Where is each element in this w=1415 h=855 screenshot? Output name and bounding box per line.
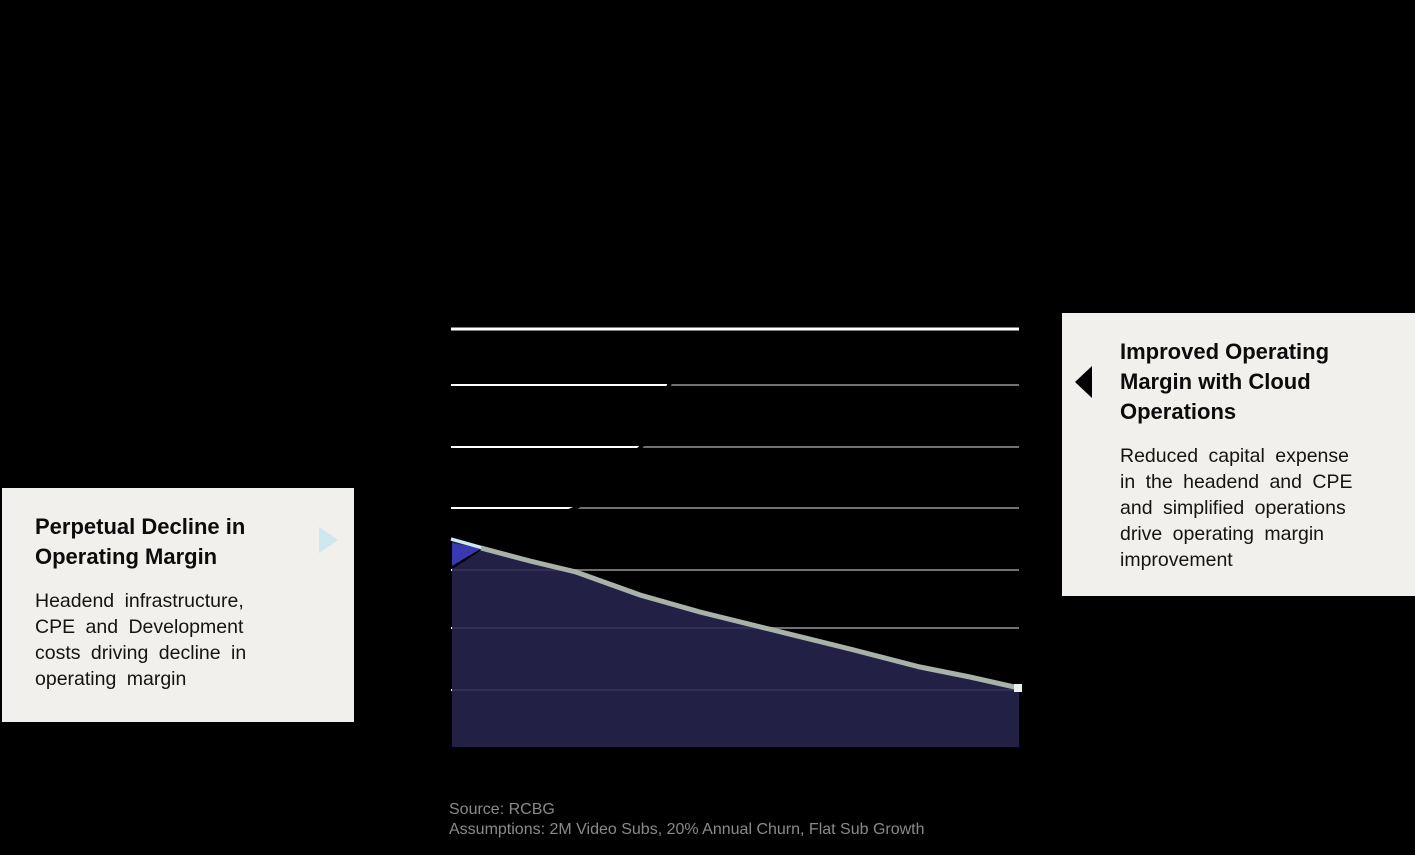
- callout-improved-margin: Improved Operating Margin with Cloud Ope…: [1062, 313, 1415, 596]
- line-end-cap: [1014, 684, 1022, 692]
- left-arrow-icon: [1075, 366, 1092, 398]
- divergence-wedge: [452, 543, 482, 566]
- right-arrow-icon: [319, 527, 338, 553]
- footnote: Source: RCBG Assumptions: 2M Video Subs,…: [449, 800, 925, 840]
- callout-body: Reduced capital expense in the headend a…: [1120, 445, 1353, 571]
- line-start-segment: [450, 537, 484, 550]
- traditional-margin-line: [480, 545, 1020, 691]
- assumptions-line: Assumptions: 2M Video Subs, 20% Annual C…: [449, 821, 925, 838]
- cloud-margin-line: [450, 344, 1020, 569]
- callout-perpetual-decline: Perpetual Decline in Operating Margin He…: [2, 488, 354, 722]
- traditional-margin-area: [452, 540, 1019, 747]
- source-line: Source: RCBG: [449, 801, 555, 818]
- callout-title: Perpetual Decline in Operating Margin: [35, 514, 246, 569]
- callout-title: Improved Operating Margin with Cloud Ope…: [1120, 339, 1330, 424]
- callout-body: Headend infrastructure, CPE and Developm…: [35, 590, 247, 690]
